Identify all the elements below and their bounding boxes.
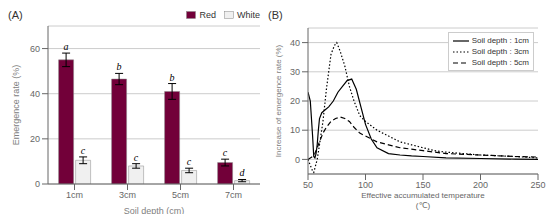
html-text:(B): (B) — [268, 9, 283, 21]
svg-text:b: b — [170, 72, 175, 83]
svg-text:20: 20 — [290, 96, 300, 106]
html-text:Soil depth : 5cm: Soil depth : 5cm — [471, 58, 529, 67]
svg-text:c: c — [81, 145, 86, 156]
svg-text:0: 0 — [295, 155, 300, 165]
svg-text:c: c — [223, 147, 228, 158]
svg-text:200: 200 — [473, 180, 488, 190]
html-text:Soil depth : 3cm: Soil depth : 3cm — [471, 47, 529, 56]
svg-text:1cm: 1cm — [66, 190, 83, 200]
svg-text:Effective accumulated temperat: Effective accumulated temperature(℃) — [361, 191, 485, 210]
svg-text:20: 20 — [30, 134, 40, 144]
svg-text:0: 0 — [35, 179, 40, 189]
svg-text:150: 150 — [415, 180, 430, 190]
svg-text:40: 40 — [30, 89, 40, 99]
html-text:Soil depth : 1cm: Soil depth : 1cm — [471, 36, 529, 45]
svg-text:Emergence rate (%): Emergence rate (%) — [11, 65, 21, 146]
svg-text:50: 50 — [303, 180, 313, 190]
svg-text:c: c — [187, 156, 192, 167]
svg-text:40: 40 — [290, 38, 300, 48]
svg-text:7cm: 7cm — [225, 190, 242, 200]
html-text:White: White — [237, 10, 260, 20]
svg-text:30: 30 — [290, 67, 300, 77]
svg-text:250: 250 — [530, 180, 545, 190]
svg-text:100: 100 — [358, 180, 373, 190]
svg-text:Increase of emergence rate (%): Increase of emergence rate (%) — [274, 44, 283, 157]
svg-text:a: a — [64, 41, 69, 52]
svg-text:d: d — [240, 167, 246, 178]
svg-text:10: 10 — [290, 125, 300, 135]
svg-text:c: c — [134, 152, 139, 163]
svg-text:3cm: 3cm — [119, 190, 136, 200]
svg-text:Soil depth (cm): Soil depth (cm) — [124, 206, 185, 214]
svg-text:5cm: 5cm — [172, 190, 189, 200]
svg-text:b: b — [117, 61, 122, 72]
html-text:Red: Red — [199, 10, 216, 20]
html-text:(A): (A) — [8, 9, 23, 21]
svg-text:60: 60 — [30, 44, 40, 54]
